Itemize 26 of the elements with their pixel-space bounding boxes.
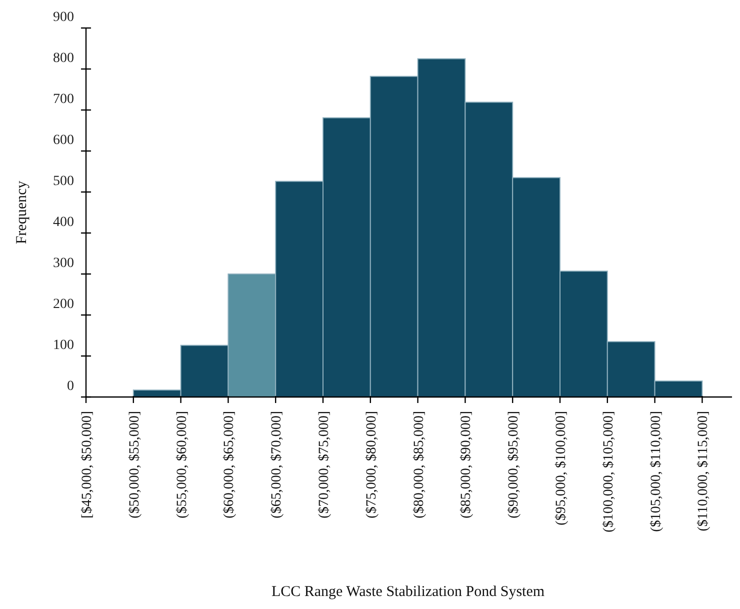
x-tick-label: ($50,000, $55,000] [127, 411, 142, 518]
x-tick-label: [$45,000, $50,000] [80, 411, 95, 518]
y-tick-label: 500 [53, 174, 74, 189]
x-tick-label: ($95,000, $100,000] [554, 411, 569, 526]
x-axis-title: LCC Range Waste Stabilization Pond System [271, 584, 545, 600]
y-tick-label: 200 [53, 297, 74, 312]
x-tick-label: ($100,000, $105,000] [601, 411, 616, 532]
x-tick-label: ($60,000, $65,000] [222, 411, 238, 518]
y-tick-label: 800 [53, 51, 74, 66]
x-tick-label: ($75,000, $80,000] [364, 411, 380, 518]
y-tick-label: 900 [53, 10, 74, 25]
x-tick-label: ($110,000, $115,000] [696, 411, 712, 532]
y-tick-label: 400 [53, 215, 74, 230]
x-tick-label: ($85,000, $90,000] [459, 411, 474, 518]
x-tick-label: ($105,000, $110,000] [648, 411, 664, 532]
x-tick-label: ($90,000, $95,000] [506, 411, 522, 518]
x-tick-label: ($70,000, $75,000] [317, 411, 332, 518]
y-tick-label: 700 [53, 92, 74, 107]
y-axis-title: Frequency [14, 180, 30, 244]
y-tick-label: 600 [53, 133, 74, 148]
x-tick-label: ($65,000, $70,000] [270, 411, 285, 518]
y-tick-label: 300 [53, 256, 74, 271]
y-tick-label: 100 [53, 338, 74, 353]
x-tick-label: ($55,000, $60,000] [174, 411, 190, 518]
x-tick-label: ($80,000, $85,000] [412, 411, 427, 518]
y-tick-label: 0 [67, 379, 74, 394]
